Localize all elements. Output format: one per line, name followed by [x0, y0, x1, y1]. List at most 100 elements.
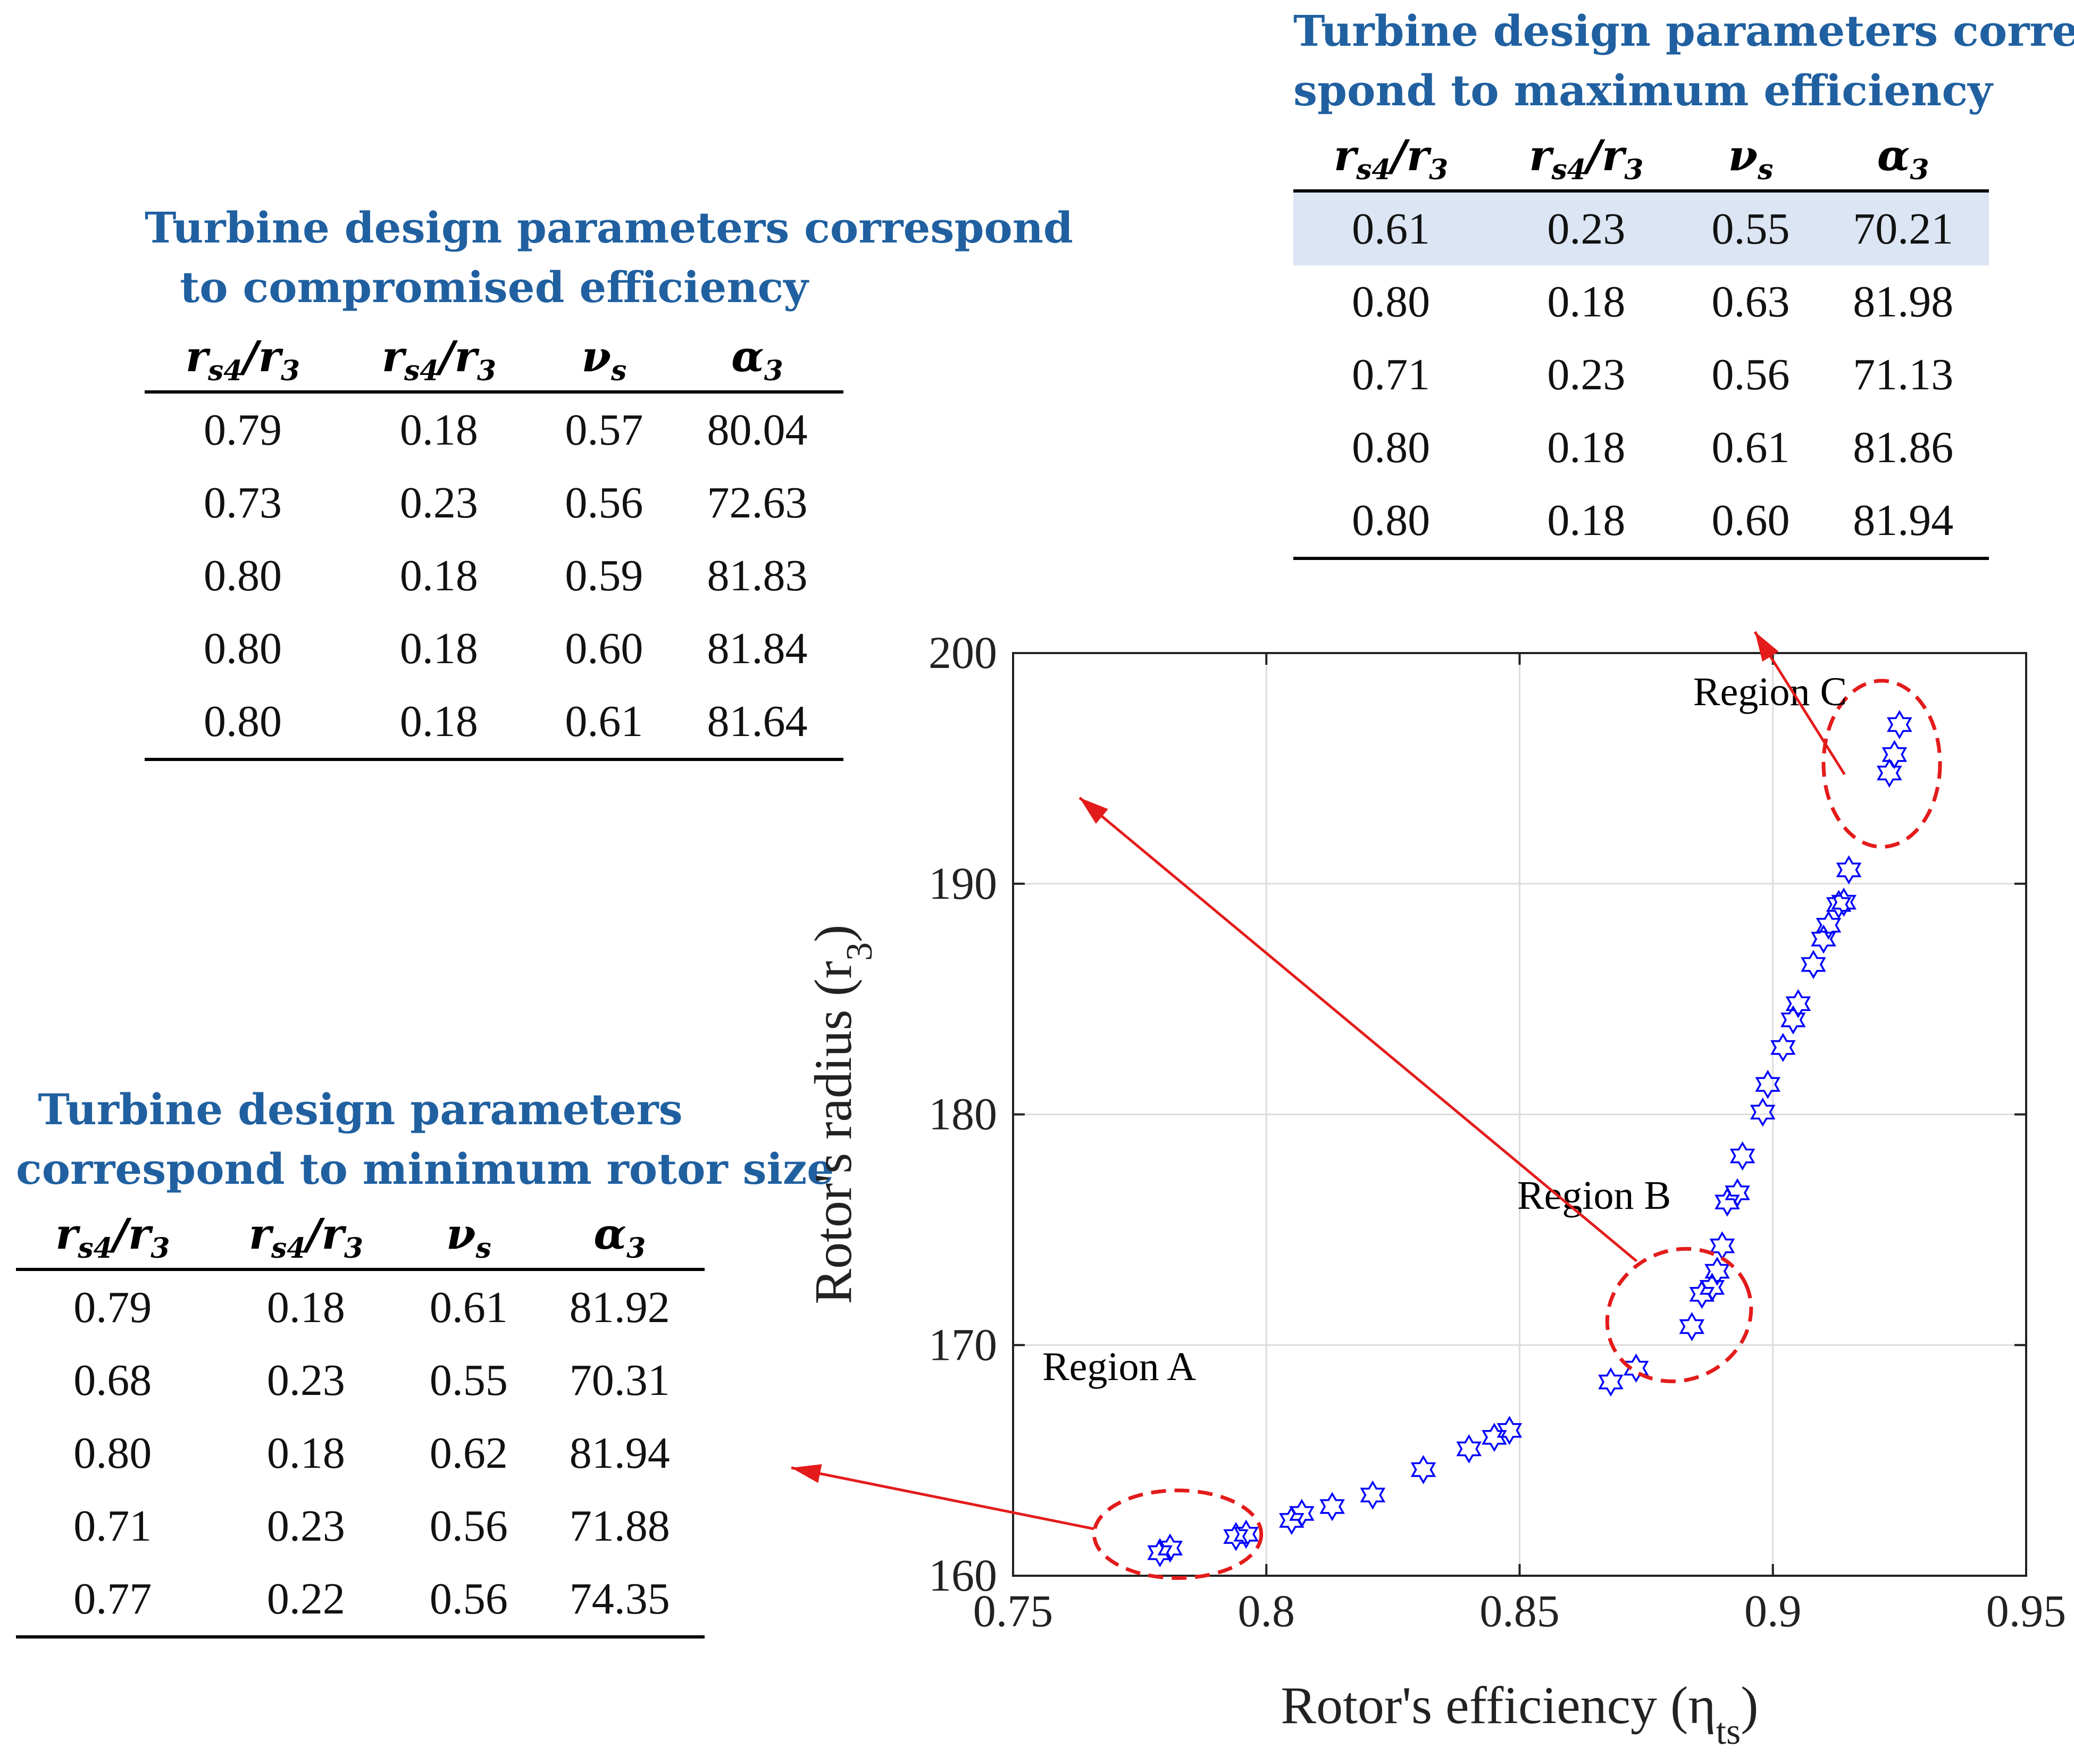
column-header: rs4/r3 — [1488, 127, 1684, 193]
table-title: Turbine design parameters correspond to … — [16, 1080, 834, 1199]
table-cell: 81.84 — [707, 624, 808, 673]
data-point — [1679, 1312, 1705, 1341]
region-ellipse — [1092, 1489, 1264, 1580]
data-point — [1750, 1097, 1776, 1127]
column-header: νs — [537, 328, 671, 394]
data-point — [1709, 1231, 1735, 1261]
data-point — [1360, 1480, 1386, 1510]
data-point — [1876, 758, 1902, 788]
table-cell: 0.59 — [565, 551, 643, 600]
table-row: 0.80 0.18 0.60 81.84 — [145, 612, 843, 685]
table-cell: 0.80 — [203, 551, 282, 600]
table-cell: 71.88 — [569, 1501, 670, 1551]
table-row: 0.71 0.23 0.56 71.88 — [16, 1490, 705, 1562]
table-row: 0.80 0.18 0.61 81.86 — [1293, 411, 1989, 484]
table-cell: 0.80 — [73, 1428, 152, 1478]
table-cell: 0.80 — [1352, 277, 1431, 327]
table-row: 0.61 0.23 0.55 70.21 — [1293, 191, 1989, 265]
table-cell: 72.63 — [707, 478, 808, 528]
table-cell: 0.80 — [1293, 484, 1489, 560]
table-cell: 71.13 — [1853, 350, 1954, 399]
table-cell: 81.98 — [1853, 277, 1954, 327]
table-cell: 0.61 — [429, 1283, 508, 1332]
table-title: Turbine design parameters corre- spond t… — [1293, 1, 2074, 120]
column-header: α3 — [534, 1205, 705, 1271]
column-header: α3 — [1817, 127, 1989, 193]
y-tick-label: 160 — [929, 1550, 997, 1601]
table-cell: 70.21 — [1817, 191, 1989, 265]
region-ellipses: Region A Region B Region C — [1042, 670, 1942, 1580]
table-cell: 0.71 — [1352, 350, 1431, 399]
region-label: Region A — [1042, 1344, 1196, 1389]
table-title-line: Turbine design parameters — [38, 1084, 683, 1134]
table-cell: 0.18 — [1547, 423, 1626, 472]
table-cell: 0.79 — [73, 1283, 152, 1332]
region-label: Region B — [1517, 1173, 1671, 1218]
table-row: 0.80 0.18 0.61 81.64 — [145, 685, 843, 761]
table-cell: 0.57 — [565, 405, 643, 455]
table-cell: 80.04 — [707, 405, 808, 455]
data-point — [1770, 1033, 1796, 1063]
column-header: rs4/r3 — [16, 1205, 210, 1271]
parameter-table: rs4/r3 rs4/r3 νs α3 0.79 0.18 0.57 80.04 0.73 0.… — [145, 328, 843, 761]
table-cell: 0.60 — [565, 624, 643, 673]
table-cell: 0.18 — [399, 624, 478, 673]
table-row: 0.77 0.22 0.56 74.35 — [16, 1562, 705, 1638]
table-cell: 81.86 — [1853, 423, 1954, 472]
data-point — [1289, 1499, 1315, 1528]
table-cell: 81.94 — [1817, 484, 1989, 560]
column-header: νs — [1684, 127, 1818, 193]
table-cell: 81.94 — [569, 1428, 670, 1478]
region-ellipse — [1605, 1247, 1753, 1383]
table-row: 0.73 0.23 0.56 72.63 — [145, 466, 843, 539]
data-point — [1482, 1423, 1507, 1452]
data-point — [1811, 924, 1836, 954]
table-cell: 0.56 — [1711, 350, 1790, 399]
table-cell: 0.80 — [1352, 423, 1431, 472]
table-row: 0.80 0.18 0.60 81.94 — [1293, 484, 1989, 560]
region-label: Region C — [1693, 670, 1847, 714]
table-cell: 0.23 — [1488, 191, 1684, 265]
table-row: 0.80 0.18 0.63 81.98 — [1293, 265, 1989, 338]
callout-arrow — [791, 1464, 1094, 1531]
data-point — [1704, 1257, 1730, 1286]
x-axis-label: Rotor's efficiency (ηts) — [1281, 1676, 1758, 1752]
table-header-row: rs4/r3 rs4/r3 νs α3 — [1293, 127, 1989, 193]
y-tick-label: 170 — [929, 1319, 997, 1370]
table-title-line: spond to maximum efficiency — [1293, 65, 1993, 115]
table-cell: 0.63 — [1711, 277, 1790, 327]
table-compromised-efficiency: Turbine design parameters correspond to … — [145, 198, 1073, 761]
data-point — [1785, 989, 1811, 1018]
table-cell: 0.77 — [16, 1562, 210, 1638]
table-cell: 81.64 — [671, 685, 843, 761]
table-cell: 81.92 — [569, 1283, 670, 1332]
data-point — [1233, 1519, 1259, 1549]
data-point — [1826, 890, 1852, 919]
table-header-row: rs4/r3 rs4/r3 νs α3 — [16, 1205, 705, 1271]
callout-arrow — [1078, 797, 1638, 1263]
data-point — [1715, 1187, 1740, 1217]
column-header: α3 — [671, 328, 843, 394]
column-header: rs4/r3 — [209, 1205, 403, 1271]
column-header: rs4/r3 — [340, 328, 537, 394]
table-cell: 0.55 — [1684, 191, 1818, 265]
callout-arrow — [1753, 631, 1846, 775]
data-point — [1836, 855, 1862, 885]
table-cell: 0.61 — [537, 685, 671, 761]
table-cell: 0.56 — [403, 1562, 535, 1638]
table-cell: 0.56 — [565, 478, 643, 528]
table-cell: 0.79 — [203, 405, 282, 455]
table-cell: 0.60 — [1684, 484, 1818, 560]
data-point — [1831, 888, 1856, 917]
table-row: 0.79 0.18 0.61 81.92 — [16, 1269, 705, 1344]
data-point — [1279, 1506, 1304, 1535]
table-cell: 0.18 — [1547, 277, 1626, 327]
x-tick-label: 0.9 — [1744, 1585, 1802, 1636]
table-cell: 0.56 — [429, 1501, 508, 1551]
y-axis-label: Rotor's radius (r3) — [804, 924, 880, 1304]
data-point — [1881, 740, 1908, 770]
axis-ticks: 0.75 0.8 0.85 0.9 0.95 160 170 180 190 200 — [929, 627, 2066, 1636]
data-point — [1410, 1455, 1436, 1484]
table-row: 0.79 0.18 0.57 80.04 — [145, 392, 843, 466]
